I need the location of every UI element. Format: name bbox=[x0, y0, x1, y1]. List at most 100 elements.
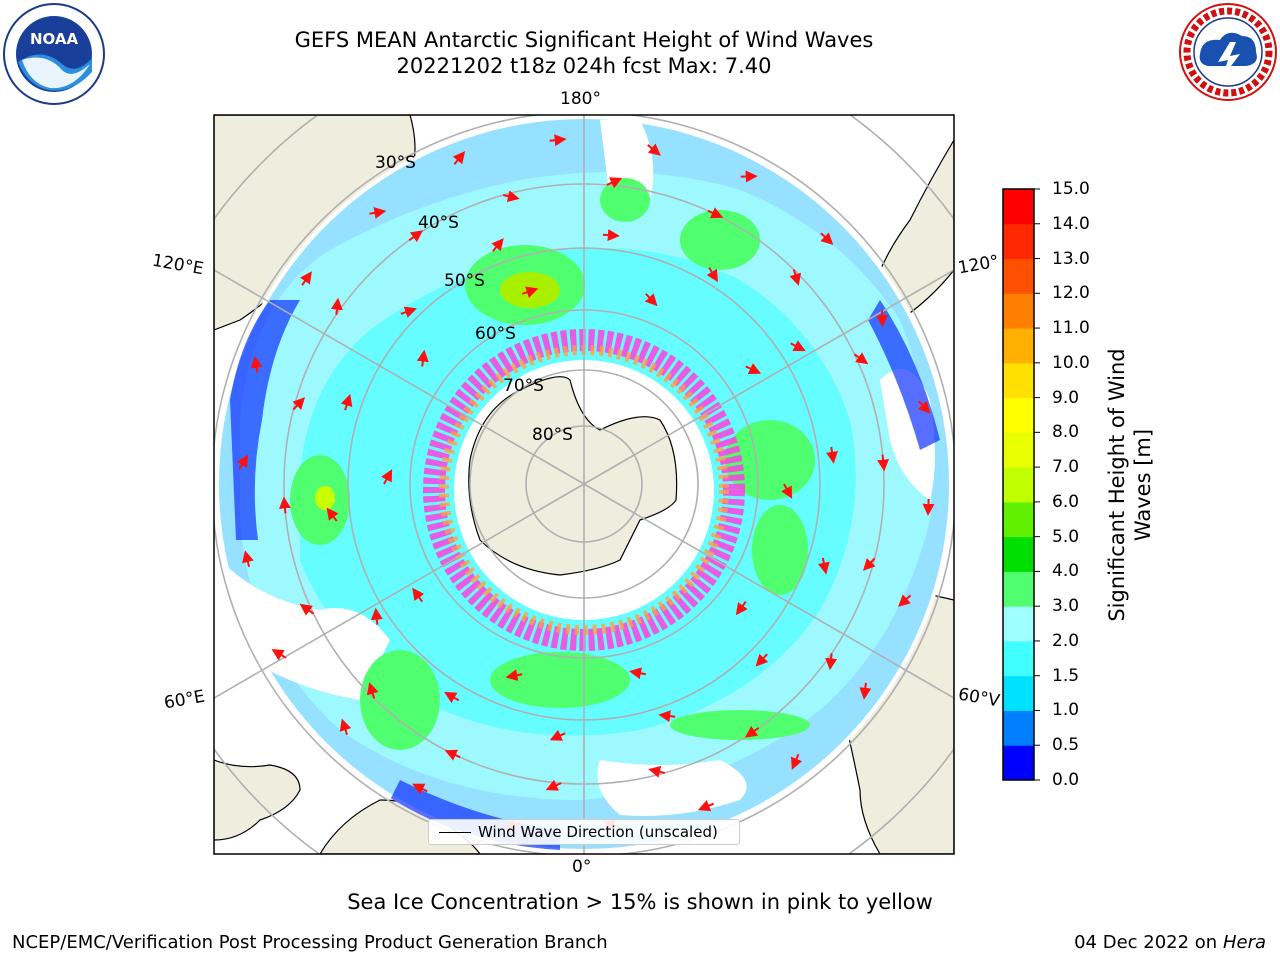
wave-direction-arrow bbox=[452, 151, 466, 165]
colorbar-segment bbox=[1003, 397, 1034, 433]
wave-direction-arrow bbox=[271, 649, 287, 661]
wave-direction-arrow bbox=[648, 765, 666, 778]
colorbar-tick-label: 1.0 bbox=[1052, 700, 1080, 721]
colorbar-tick-label: 10.0 bbox=[1052, 352, 1090, 373]
wave-direction-arrow bbox=[292, 397, 305, 411]
wave-direction-arrow bbox=[735, 600, 748, 616]
wave-direction-arrow bbox=[629, 667, 646, 680]
wave-direction-arrow bbox=[658, 710, 676, 723]
wave-direction-arrow bbox=[326, 507, 339, 522]
wave-direction-arrow bbox=[744, 725, 760, 738]
colorbar-segment bbox=[1003, 640, 1034, 677]
colorbar-segment bbox=[1003, 745, 1034, 781]
wave-direction-arrow bbox=[491, 238, 504, 252]
colorbar-label: Significant Height of Wind Waves [m] bbox=[1105, 348, 1155, 622]
footer-date-text: 04 Dec 2022 on bbox=[1074, 932, 1218, 953]
colorbar-segment bbox=[1003, 467, 1034, 503]
lon-label-180: 180° bbox=[560, 89, 601, 109]
colorbar-tick-label: 6.0 bbox=[1052, 491, 1080, 512]
colorbar-tick-label: 0.0 bbox=[1052, 770, 1080, 790]
wave-direction-arrow bbox=[300, 271, 312, 286]
wave-direction-arrow bbox=[339, 718, 352, 736]
colorbar-segment bbox=[1003, 432, 1034, 468]
colorbar-segment bbox=[1003, 223, 1034, 260]
footer-machine: Hera bbox=[1222, 932, 1266, 953]
wave-direction-arrow bbox=[790, 340, 806, 352]
colorbar-segment bbox=[1003, 362, 1034, 399]
wave-direction-arrow bbox=[817, 557, 830, 575]
wave-direction-arrow bbox=[242, 550, 254, 568]
wave-direction-arrow bbox=[444, 691, 460, 704]
chart-subtitle: 20221202 t18z 024h fcst Max: 7.40 bbox=[396, 54, 772, 78]
map-border bbox=[213, 114, 955, 855]
nws-logo-icon bbox=[1179, 3, 1277, 101]
lat-label-60s: 60°S bbox=[475, 324, 516, 344]
wave-direction-arrow bbox=[877, 454, 890, 472]
wave-direction-arrow bbox=[602, 229, 620, 242]
colorbar-tick-label: 2.0 bbox=[1052, 630, 1080, 651]
wind-wave-direction-arrows bbox=[236, 134, 935, 831]
colorbar-segment bbox=[1003, 328, 1034, 364]
wave-direction-arrow bbox=[826, 446, 838, 464]
colorbar-tick-label: 0.5 bbox=[1052, 735, 1080, 756]
map-legend: Wind Wave Direction (unscaled) bbox=[428, 819, 740, 845]
colorbar-segment bbox=[1003, 293, 1034, 329]
wave-direction-arrow bbox=[825, 653, 838, 671]
wave-direction-arrow bbox=[412, 783, 428, 795]
wave-direction-arrow bbox=[366, 682, 379, 699]
lat-label-30s: 30°S bbox=[375, 153, 416, 173]
colorbar-segment bbox=[1003, 258, 1034, 294]
wave-direction-arrow bbox=[412, 587, 425, 603]
wave-direction-arrow bbox=[755, 653, 769, 667]
wave-direction-arrow bbox=[236, 454, 249, 470]
wave-direction-arrow bbox=[340, 393, 353, 411]
colorbar-tick-label: 13.0 bbox=[1052, 248, 1090, 269]
lat-label-80s: 80°S bbox=[532, 425, 573, 445]
wave-direction-arrow bbox=[369, 206, 387, 219]
wave-direction-arrow bbox=[278, 496, 291, 514]
colorbar-segment bbox=[1003, 501, 1034, 538]
colorbar-border bbox=[1002, 188, 1035, 781]
colorbar-tick-label: 8.0 bbox=[1052, 422, 1080, 443]
colorbar-segment bbox=[1003, 606, 1034, 642]
wave-direction-arrow bbox=[549, 134, 567, 147]
wave-direction-arrow bbox=[790, 753, 803, 770]
wave-direction-arrow bbox=[789, 269, 802, 286]
wave-direction-arrow bbox=[606, 177, 623, 189]
colorbar-segment bbox=[1003, 536, 1034, 572]
wave-direction-arrow bbox=[545, 779, 562, 791]
wave-direction-arrow bbox=[381, 469, 393, 485]
colorbar-tick-label: 3.0 bbox=[1052, 596, 1080, 617]
chart-title: GEFS MEAN Antarctic Significant Height o… bbox=[294, 28, 874, 52]
lat-label-40s: 40°S bbox=[418, 213, 459, 233]
colorbar-segment bbox=[1003, 675, 1034, 711]
wave-direction-arrow bbox=[697, 800, 715, 812]
lat-label-50s: 50°S bbox=[444, 271, 485, 291]
noaa-logo-text: NOAA bbox=[30, 30, 79, 48]
wave-direction-arrow bbox=[863, 557, 876, 571]
wave-direction-arrow bbox=[370, 607, 383, 625]
wave-direction-arrow bbox=[400, 306, 417, 318]
wave-direction-arrow bbox=[644, 293, 658, 307]
colorbar-tick-label: 11.0 bbox=[1052, 318, 1090, 339]
wave-direction-arrow bbox=[416, 349, 429, 367]
colorbar-tick-label: 14.0 bbox=[1052, 213, 1090, 234]
colorbar-tick-label: 5.0 bbox=[1052, 526, 1080, 547]
legend-label: Wind Wave Direction (unscaled) bbox=[478, 823, 718, 841]
footer-producer: NCEP/EMC/Verification Post Processing Pr… bbox=[12, 932, 608, 953]
colorbar-tick-label: 9.0 bbox=[1052, 387, 1080, 408]
footer-date: 04 Dec 2022 on Hera bbox=[1074, 932, 1266, 953]
wave-direction-arrow bbox=[408, 230, 424, 243]
sea-ice-note: Sea Ice Concentration > 15% is shown in … bbox=[347, 890, 933, 914]
noaa-logo-icon: NOAA bbox=[3, 3, 105, 105]
legend-line-swatch bbox=[439, 832, 471, 833]
wave-direction-arrow bbox=[505, 669, 523, 682]
wave-direction-arrow bbox=[444, 749, 461, 761]
wave-direction-arrow bbox=[917, 400, 931, 414]
wave-direction-arrow bbox=[330, 297, 343, 315]
wave-direction-arrow bbox=[853, 352, 869, 365]
colorbar bbox=[1003, 188, 1040, 781]
wave-direction-arrow bbox=[549, 729, 566, 741]
colorbar-tick-label: 12.0 bbox=[1052, 283, 1090, 304]
